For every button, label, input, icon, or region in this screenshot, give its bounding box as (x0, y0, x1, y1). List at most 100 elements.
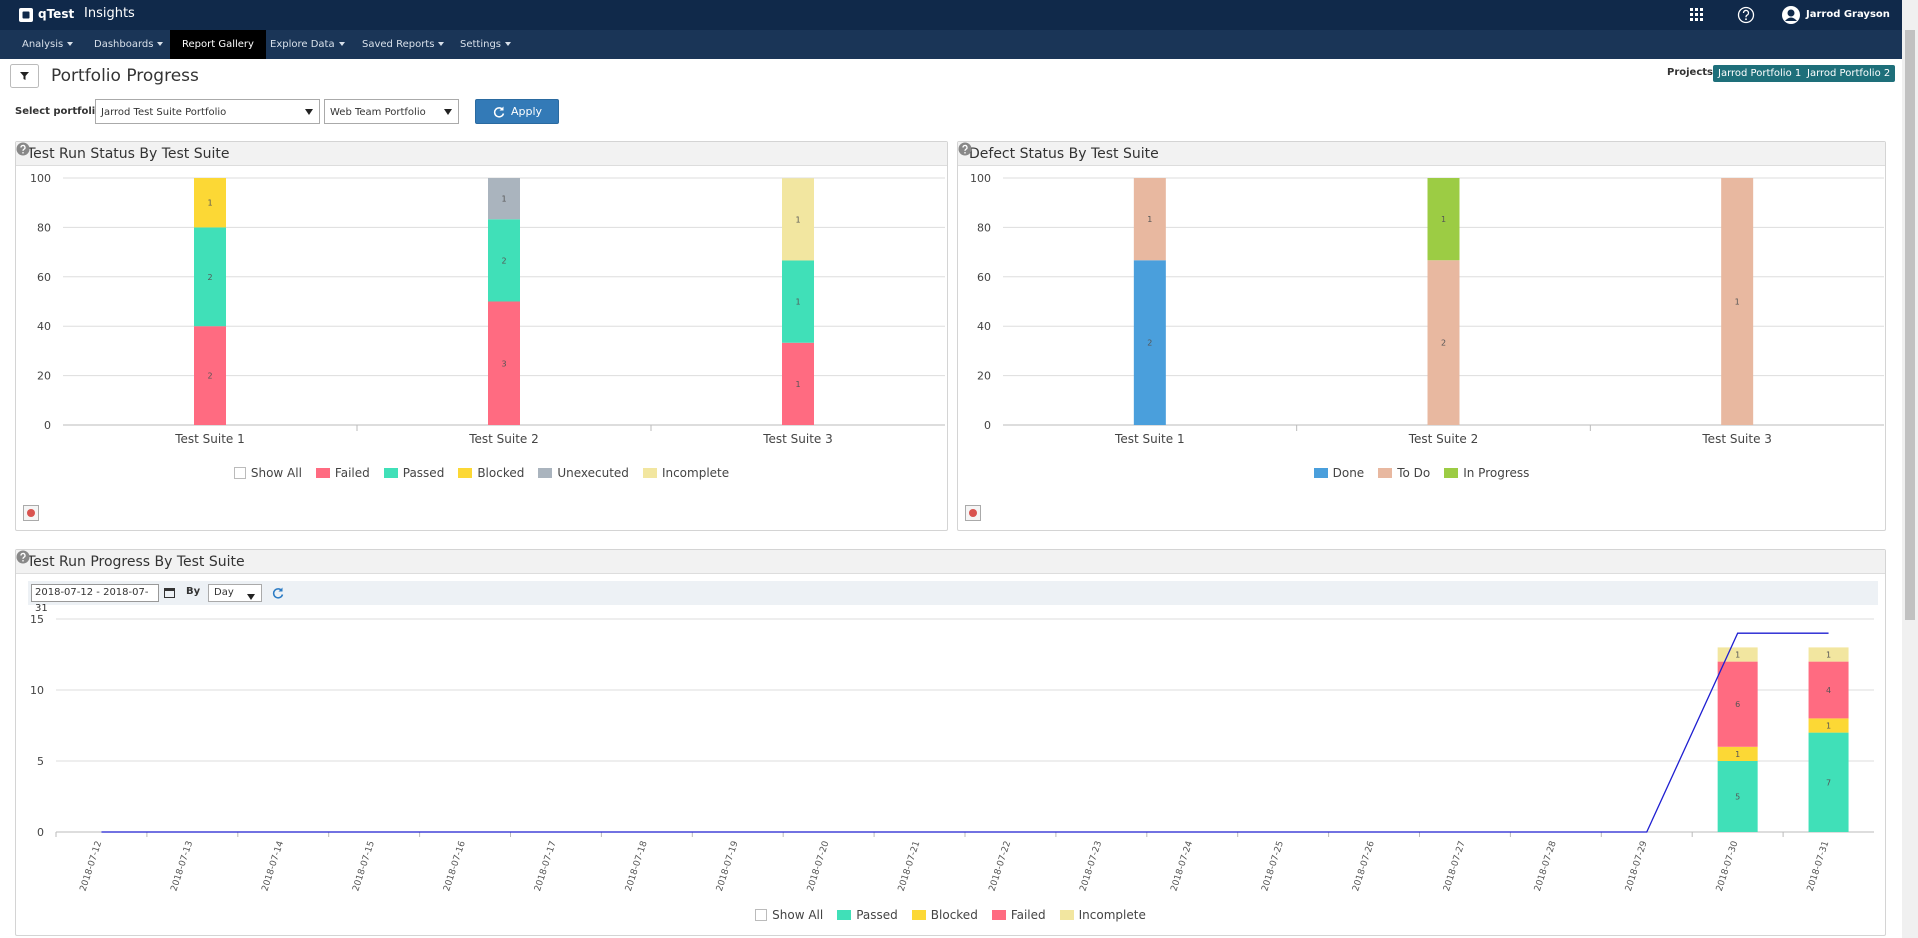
portfolio-select[interactable]: Jarrod Test Suite Portfolio (95, 99, 320, 124)
data-label: 1 (1826, 722, 1831, 731)
project-badge[interactable]: Jarrod Portfolio 2 (1802, 65, 1895, 82)
legend-swatch (1314, 468, 1328, 478)
legend-item[interactable]: Incomplete (643, 466, 729, 480)
legend-swatch (837, 910, 851, 920)
help-icon[interactable] (16, 550, 30, 564)
select-label: Select portfolio: (15, 106, 106, 117)
legend-toggle[interactable]: Show All (234, 466, 302, 480)
x-tick-label: 2018-07-20 (806, 840, 832, 893)
bug-button[interactable] (23, 505, 39, 521)
bug-button[interactable] (965, 505, 981, 521)
menu-item[interactable]: Analysis (10, 30, 85, 59)
menu-item[interactable]: Saved Reports (350, 30, 456, 59)
y-tick-label: 0 (37, 826, 44, 839)
x-tick-label: 2018-07-17 (533, 840, 559, 893)
y-tick-label: 40 (37, 320, 51, 333)
legend-item[interactable]: Incomplete (1060, 908, 1146, 922)
project-badge[interactable]: Jarrod Portfolio 1 (1713, 65, 1806, 82)
period-select[interactable]: Day (208, 584, 262, 602)
legend-item[interactable]: Failed (992, 908, 1046, 922)
legend-swatch (643, 468, 657, 478)
logo-icon (18, 7, 34, 23)
calendar-icon[interactable] (164, 587, 175, 598)
x-tick-label: 2018-07-24 (1169, 840, 1195, 893)
checkbox (234, 467, 246, 479)
x-tick-label: 2018-07-22 (988, 840, 1014, 893)
data-label: 4 (1826, 686, 1831, 695)
menu-item[interactable]: Dashboards (82, 30, 175, 59)
chart-title: Defect Status By Test Suite (969, 146, 1159, 162)
legend-item[interactable]: In Progress (1444, 466, 1529, 480)
apply-button[interactable]: Apply (475, 99, 559, 124)
legend-item[interactable]: Unexecuted (538, 466, 629, 480)
portfolio-select[interactable]: Web Team Portfolio (324, 99, 459, 124)
legend-swatch (316, 468, 330, 478)
y-tick-label: 80 (37, 221, 51, 234)
x-tick-label: 2018-07-23 (1079, 840, 1105, 893)
chart-panel: 020406080100Test Suite 1Test Suite 2Test… (15, 141, 948, 531)
avatar[interactable] (1781, 5, 1801, 25)
menu-item[interactable]: Report Gallery (170, 30, 266, 59)
legend-swatch (912, 910, 926, 920)
apps-icon[interactable] (1690, 8, 1704, 22)
x-tick-label: 2018-07-18 (624, 840, 650, 893)
date-range-input[interactable]: 2018-07-12 - 2018-07-31 (31, 584, 159, 602)
y-tick-label: 60 (37, 271, 51, 284)
menu-item[interactable]: Explore Data (258, 30, 357, 59)
help-dot (22, 560, 24, 562)
data-label: 1 (1735, 298, 1740, 307)
legend-item[interactable]: Passed (384, 466, 445, 480)
legend-toggle[interactable]: Show All (755, 908, 823, 922)
menu-item[interactable]: Settings (448, 30, 523, 59)
legend-item[interactable]: Failed (316, 466, 370, 480)
data-label: 1 (795, 215, 800, 224)
chart-panel: 0510152018-07-122018-07-132018-07-142018… (15, 549, 1886, 936)
data-label: 1 (1735, 651, 1740, 660)
user-name[interactable]: Jarrod Grayson (1806, 9, 1890, 20)
controls-bar: 2018-07-12 - 2018-07-31 By Day (28, 581, 1878, 605)
legend-item[interactable]: Done (1314, 466, 1365, 480)
legend: Done To Do In Progress (958, 466, 1885, 480)
legend-item[interactable]: Blocked (912, 908, 978, 922)
checkbox (755, 909, 767, 921)
legend-text: Failed (1011, 908, 1046, 922)
data-label: 1 (795, 380, 800, 389)
legend-swatch (538, 468, 552, 478)
legend-text: Blocked (931, 908, 978, 922)
scrollbar-thumb[interactable] (1905, 30, 1915, 620)
logo-text[interactable]: qTest (38, 7, 74, 21)
legend-text: Passed (403, 466, 445, 480)
data-label: 1 (501, 195, 506, 204)
help-icon[interactable] (1737, 6, 1755, 24)
legend-swatch (1444, 468, 1458, 478)
legend-item[interactable]: To Do (1378, 466, 1430, 480)
chart-panel: 020406080100Test Suite 1Test Suite 2Test… (957, 141, 1886, 531)
data-label: 1 (795, 298, 800, 307)
legend-swatch (992, 910, 1006, 920)
refresh-icon[interactable] (272, 587, 284, 599)
legend-swatch (1060, 910, 1074, 920)
x-tick-label: 2018-07-30 (1715, 840, 1741, 893)
panel-header: Test Run Status By Test Suite (16, 142, 947, 166)
help-icon[interactable] (958, 142, 972, 156)
x-tick-label: Test Suite 1 (174, 432, 245, 446)
y-tick-label: 100 (30, 172, 51, 185)
filter-button[interactable] (10, 64, 39, 88)
legend-item[interactable]: Blocked (458, 466, 524, 480)
top-bar: qTest Insights Jarrod Grayson (0, 0, 1902, 30)
legend-text: Failed (335, 466, 370, 480)
scrollbar[interactable] (1902, 0, 1918, 938)
chart-title: Test Run Progress By Test Suite (27, 554, 245, 570)
x-tick-label: 2018-07-25 (1260, 840, 1286, 893)
x-tick-label: Test Suite 1 (1114, 432, 1185, 446)
help-icon[interactable] (16, 142, 30, 156)
x-tick-label: Test Suite 2 (1408, 432, 1479, 446)
data-label: 2 (1441, 339, 1446, 348)
data-label: 5 (1735, 793, 1740, 802)
x-tick-label: 2018-07-26 (1351, 840, 1377, 893)
data-label: 1 (1735, 750, 1740, 759)
data-label: 2 (207, 372, 212, 381)
legend-item[interactable]: Passed (837, 908, 898, 922)
y-tick-label: 20 (37, 370, 51, 383)
